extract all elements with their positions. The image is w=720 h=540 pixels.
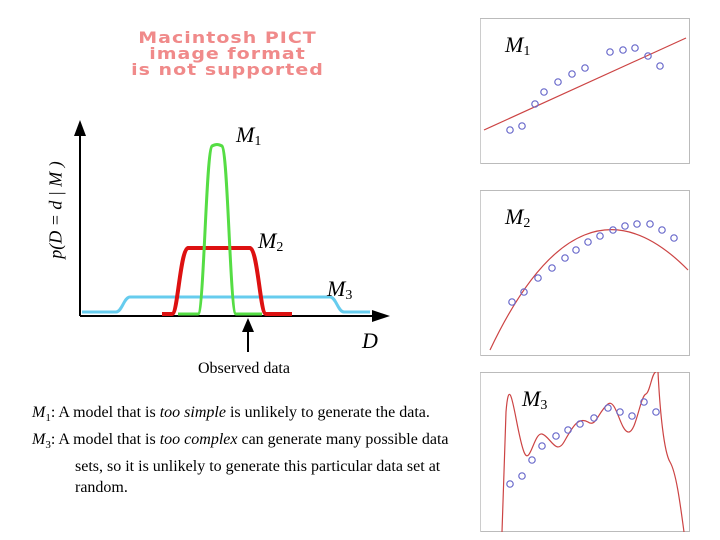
m2-curve: [162, 246, 292, 316]
observed-data-arrowhead: [242, 318, 254, 332]
x-axis-label: D: [362, 328, 378, 353]
m1-label-letter: M: [236, 122, 255, 147]
note-m1-prefix: : A model that is: [50, 404, 160, 421]
m3-label-letter: M: [327, 276, 346, 301]
panel-label-middle-letter: M: [505, 204, 524, 229]
pict-unsupported-notice: Macintosh PICT image format is not suppo…: [90, 30, 365, 78]
note-m3-letter: M: [32, 431, 46, 449]
linear-fit-line: [483, 37, 687, 131]
explanation-notes: M1: A model that is too simple is unlike…: [32, 402, 472, 498]
m3-label: M3: [327, 278, 352, 307]
panel-label-top-sub: 1: [523, 44, 531, 59]
note-m1: M1: A model that is too simple is unlike…: [32, 402, 472, 429]
fit-panel-complex-frame: [480, 372, 690, 532]
note-m3-prefix: : A model that is: [50, 431, 160, 449]
linear-data-points: [506, 44, 664, 134]
y-axis-label: p(D = d | M ): [45, 161, 66, 259]
note-m1-sub: 1: [45, 412, 51, 425]
complex-data-points: [506, 398, 660, 488]
panel-label-bottom-sub: 3: [540, 398, 548, 413]
note-m3-sub: 3: [45, 439, 51, 452]
fit-panel-complex: [480, 372, 690, 532]
panel-label-middle: M2: [505, 206, 530, 235]
panel-label-bottom: M3: [522, 388, 547, 417]
m1-label: M1: [236, 124, 261, 153]
fit-panel-linear-frame: [480, 18, 690, 164]
m2-label-letter: M: [258, 228, 277, 253]
panel-label-top: M1: [505, 34, 530, 63]
m1-label-sub: 1: [254, 134, 262, 149]
complex-fit-curve: [501, 372, 657, 532]
pict-line-1: Macintosh PICT: [138, 28, 317, 48]
x-axis-arrow: [372, 310, 390, 322]
m3-label-sub: 3: [345, 288, 353, 303]
note-m3: M3: A model that is too complex can gene…: [32, 429, 472, 498]
y-axis-arrow: [74, 120, 86, 136]
panel-label-middle-sub: 2: [523, 216, 531, 231]
pict-line-2: image format: [149, 44, 306, 64]
pict-line-3: is not supported: [131, 60, 324, 80]
note-m3-emphasis: too complex: [159, 431, 238, 449]
quadratic-data-points: [508, 220, 678, 306]
panel-label-bottom-letter: M: [522, 386, 541, 411]
panel-label-top-letter: M: [505, 32, 524, 57]
m3-curve: [82, 295, 370, 314]
note-m1-emphasis: too simple: [159, 404, 226, 421]
complex-fit-curve-tail: [657, 372, 685, 532]
note-m1-letter: M: [32, 404, 46, 421]
note-m3-rest: can generate many possible data sets, so…: [75, 431, 449, 497]
m2-label: M2: [258, 230, 283, 259]
observed-data-label: Observed data: [198, 360, 290, 377]
quadratic-fit-curve: [489, 229, 689, 351]
note-m1-rest: is unlikely to generate the data.: [225, 404, 430, 421]
fit-panel-quadratic-frame: [480, 190, 690, 356]
fit-panel-quadratic: [480, 190, 690, 356]
fit-panel-linear: [480, 18, 690, 164]
m2-label-sub: 2: [276, 240, 284, 255]
m1-curve: [178, 143, 262, 316]
